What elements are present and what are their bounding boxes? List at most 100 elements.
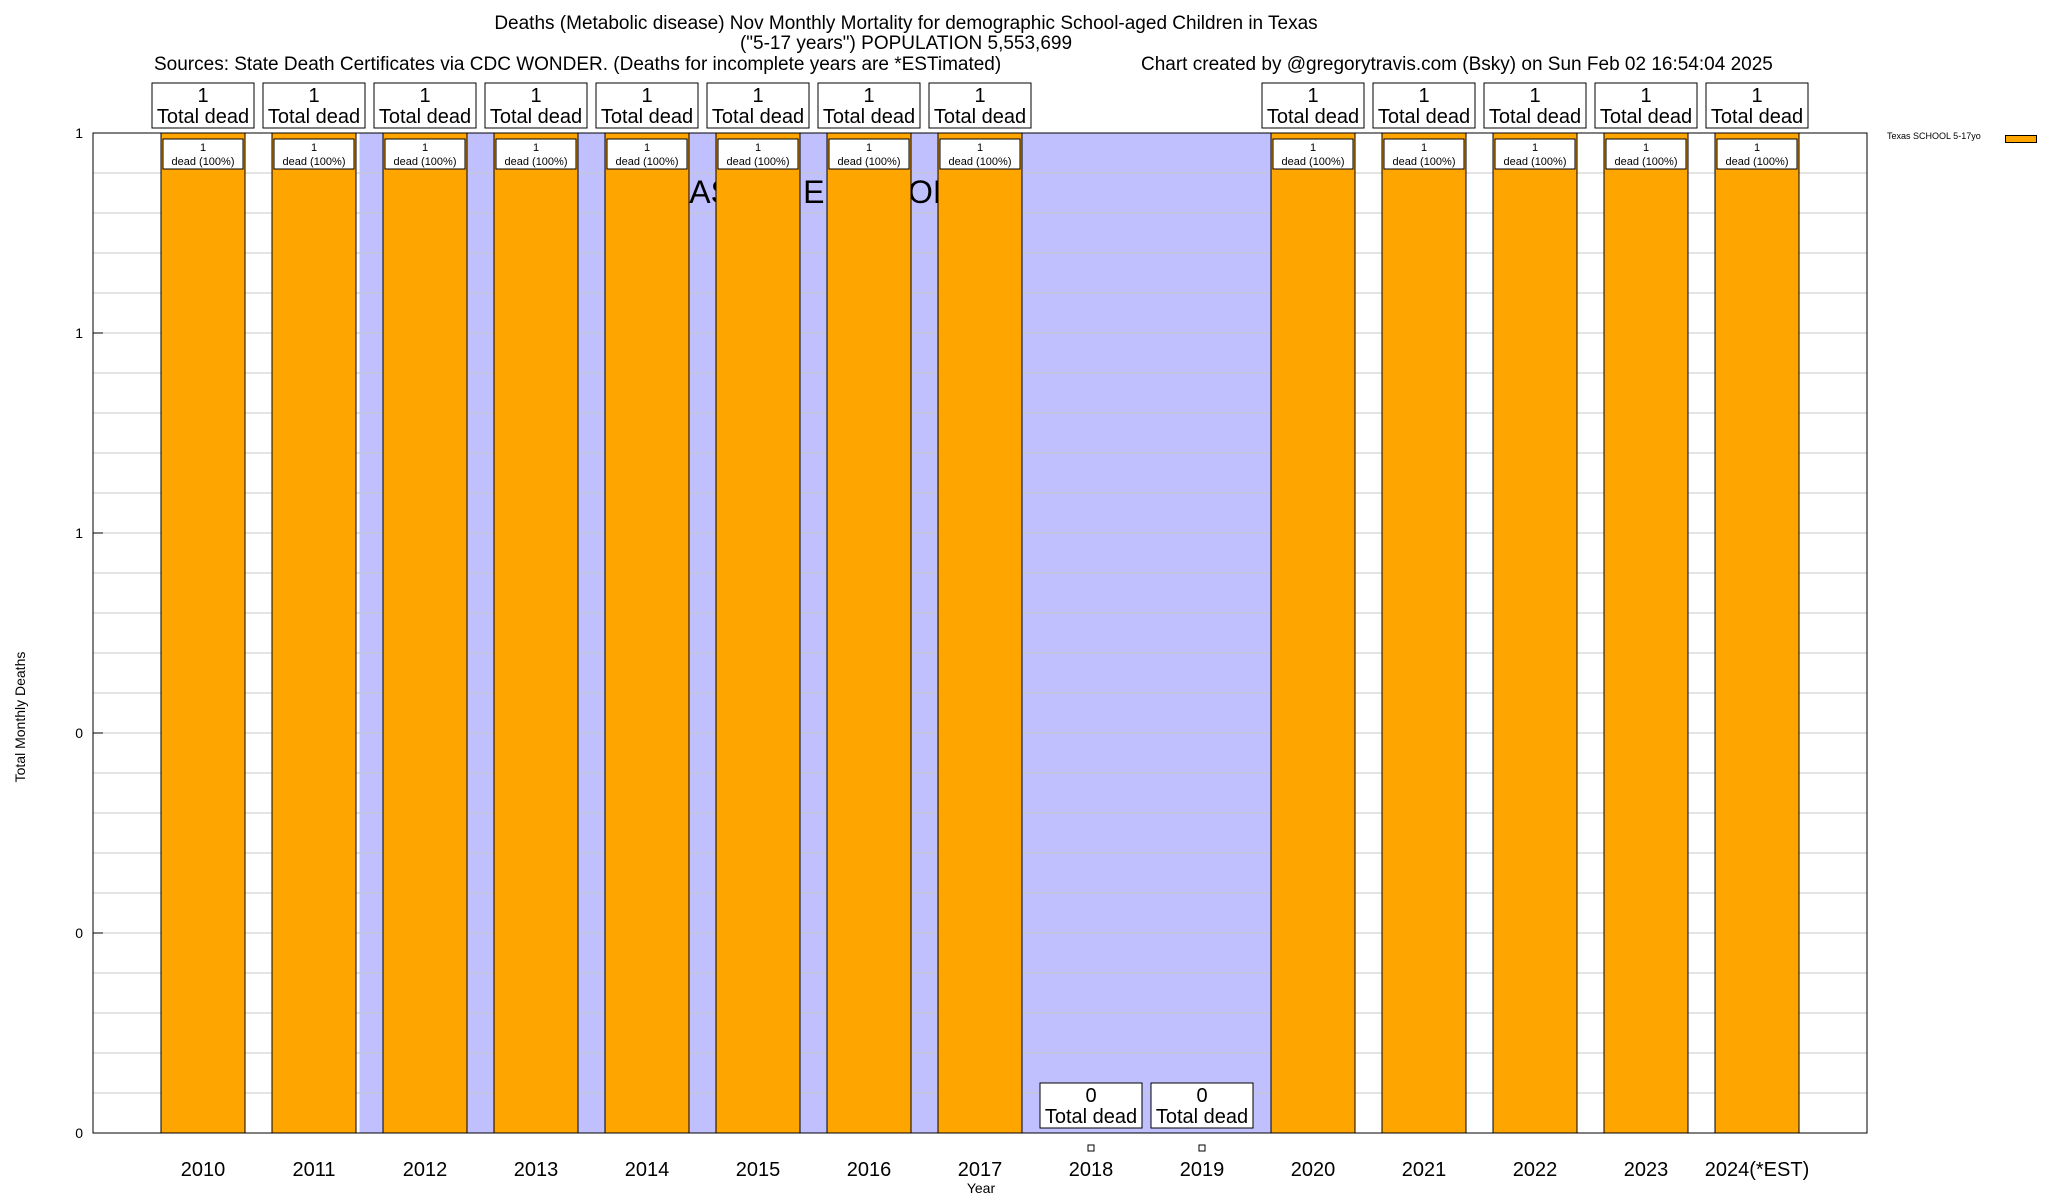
x-tick-label: 2020 — [1291, 1159, 1336, 1181]
bar-inner-count: 1 — [533, 142, 539, 154]
bar-total-label-box — [484, 82, 588, 129]
bar-inner-label: dead (100%) — [727, 156, 790, 168]
bar-total-count: 1 — [863, 85, 874, 107]
bar-total-count: 1 — [308, 85, 319, 107]
x-tick-label: 2010 — [181, 1159, 226, 1181]
bar-inner-count: 1 — [200, 142, 206, 154]
x-tick-label: 2019 — [1180, 1159, 1225, 1181]
baseline-period-label: BASELINE PERIOD — [668, 174, 956, 210]
bar-inner-count: 1 — [1643, 142, 1649, 154]
bar-total-count: 1 — [1418, 85, 1429, 107]
bar-inner-count: 1 — [866, 142, 872, 154]
bar-inner-label: dead (100%) — [1282, 156, 1345, 168]
bar-inner-label-box — [828, 138, 910, 170]
bar-total-label: Total dead — [268, 106, 360, 128]
bar-total-label: Total dead — [1267, 106, 1359, 128]
bar-inner-label-box — [1383, 138, 1465, 170]
chart-title-line2: ("5-17 years") POPULATION 5,553,699 — [739, 33, 1073, 54]
bar-inner-count: 1 — [977, 142, 983, 154]
bar-total-label-box — [817, 82, 921, 129]
y-axis-label: Total Monthly Deaths — [12, 651, 28, 783]
bar-total-label-box — [262, 82, 366, 129]
bar-total-label-box — [373, 82, 477, 129]
bar-inner-count: 1 — [311, 142, 317, 154]
legend-swatch — [2005, 135, 2037, 143]
bar-total-count: 0 — [1196, 1085, 1207, 1107]
bar-total-count: 1 — [197, 85, 208, 107]
chart-source-note: Sources: State Death Certificates via CD… — [154, 54, 1002, 75]
bar-total-count: 0 — [1085, 1085, 1096, 1107]
x-tick-label: 2024(*EST) — [1705, 1159, 1810, 1181]
bar-inner-label-box — [1272, 138, 1354, 170]
bar-total-label: Total dead — [379, 106, 471, 128]
bar-total-label-box — [1483, 82, 1587, 129]
bar-total-label: Total dead — [934, 106, 1026, 128]
bar-total-count: 1 — [530, 85, 541, 107]
bar-total-label-box — [151, 82, 255, 129]
bar-inner-label: dead (100%) — [1615, 156, 1678, 168]
bar-total-label: Total dead — [1378, 106, 1470, 128]
bar-total-label: Total dead — [1489, 106, 1581, 128]
bar-inner-count: 1 — [1310, 142, 1316, 154]
bar-total-count: 1 — [1751, 85, 1762, 107]
x-tick-label: 2018 — [1069, 1159, 1114, 1181]
bar-total-count: 1 — [1640, 85, 1651, 107]
bar-total-label: Total dead — [1156, 1106, 1248, 1128]
bar-total-label-box — [706, 82, 810, 129]
bar-inner-label-box — [1716, 138, 1798, 170]
bar-inner-label-box — [939, 138, 1021, 170]
bar-total-label: Total dead — [1711, 106, 1803, 128]
bar-zero-marker — [1087, 1144, 1095, 1152]
bar-inner-count: 1 — [1421, 142, 1427, 154]
bar — [826, 132, 912, 1134]
bar-inner-label-box — [606, 138, 688, 170]
bar-inner-label: dead (100%) — [1504, 156, 1567, 168]
bar-inner-label: dead (100%) — [172, 156, 235, 168]
bar-total-label: Total dead — [823, 106, 915, 128]
bar — [604, 132, 690, 1134]
bar-total-count: 1 — [641, 85, 652, 107]
bar-inner-label-box — [1605, 138, 1687, 170]
x-tick-label: 2011 — [292, 1159, 335, 1181]
bar-total-label: Total dead — [157, 106, 249, 128]
bar-inner-label: dead (100%) — [1393, 156, 1456, 168]
bar-total-label-box — [1594, 82, 1698, 129]
bar — [382, 132, 468, 1134]
bar-total-count: 1 — [1307, 85, 1318, 107]
bar-inner-count: 1 — [755, 142, 761, 154]
bar-zero-marker — [1198, 1144, 1206, 1152]
x-tick-label: 2017 — [958, 1159, 1003, 1181]
bar-total-label: Total dead — [490, 106, 582, 128]
bar-inner-label-box — [717, 138, 799, 170]
bar-inner-label-box — [273, 138, 355, 170]
bar — [1492, 132, 1578, 1134]
bar-inner-label-box — [384, 138, 466, 170]
bar-total-label-box — [928, 82, 1032, 129]
bar — [271, 132, 357, 1134]
bar-inner-count: 1 — [1754, 142, 1760, 154]
bar-inner-label-box — [495, 138, 577, 170]
bar — [937, 132, 1023, 1134]
bar-inner-label: dead (100%) — [394, 156, 457, 168]
baseline-band — [1035, 133, 1147, 1133]
x-tick-label: 2022 — [1513, 1159, 1558, 1181]
bar-inner-label: dead (100%) — [838, 156, 901, 168]
bar — [160, 132, 246, 1134]
bar-inner-label-box — [162, 138, 244, 170]
bar-total-label-box — [595, 82, 699, 129]
bar-inner-label: dead (100%) — [1726, 156, 1789, 168]
x-tick-label: 2012 — [403, 1159, 448, 1181]
legend-label: Texas SCHOOL 5-17yo — [1887, 131, 1981, 141]
bar-inner-label: dead (100%) — [616, 156, 679, 168]
y-tick-label: 1 — [75, 125, 83, 141]
y-tick-label: 0 — [75, 1125, 83, 1141]
bar — [493, 132, 579, 1134]
chart-title: Deaths (Metabolic disease) Nov Monthly M… — [494, 13, 1318, 34]
x-tick-label: 2013 — [514, 1159, 559, 1181]
bar-total-label: Total dead — [1045, 1106, 1137, 1128]
bar-total-label: Total dead — [712, 106, 804, 128]
bar-inner-label: dead (100%) — [949, 156, 1012, 168]
bar — [1714, 132, 1800, 1134]
